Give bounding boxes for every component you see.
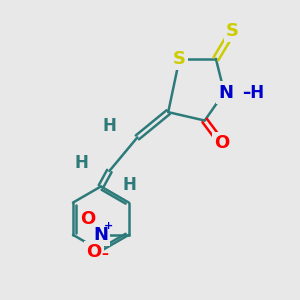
Text: +: + (104, 221, 113, 231)
Text: H: H (102, 117, 116, 135)
Text: H: H (74, 154, 88, 172)
Text: –H: –H (242, 83, 265, 101)
Text: H: H (122, 176, 136, 194)
Text: S: S (173, 50, 186, 68)
Text: S: S (226, 22, 239, 40)
Text: O: O (81, 210, 96, 228)
Text: O: O (86, 243, 101, 261)
Text: –: – (101, 247, 108, 261)
Text: N: N (93, 226, 108, 244)
Text: N: N (218, 83, 233, 101)
Text: O: O (214, 134, 229, 152)
